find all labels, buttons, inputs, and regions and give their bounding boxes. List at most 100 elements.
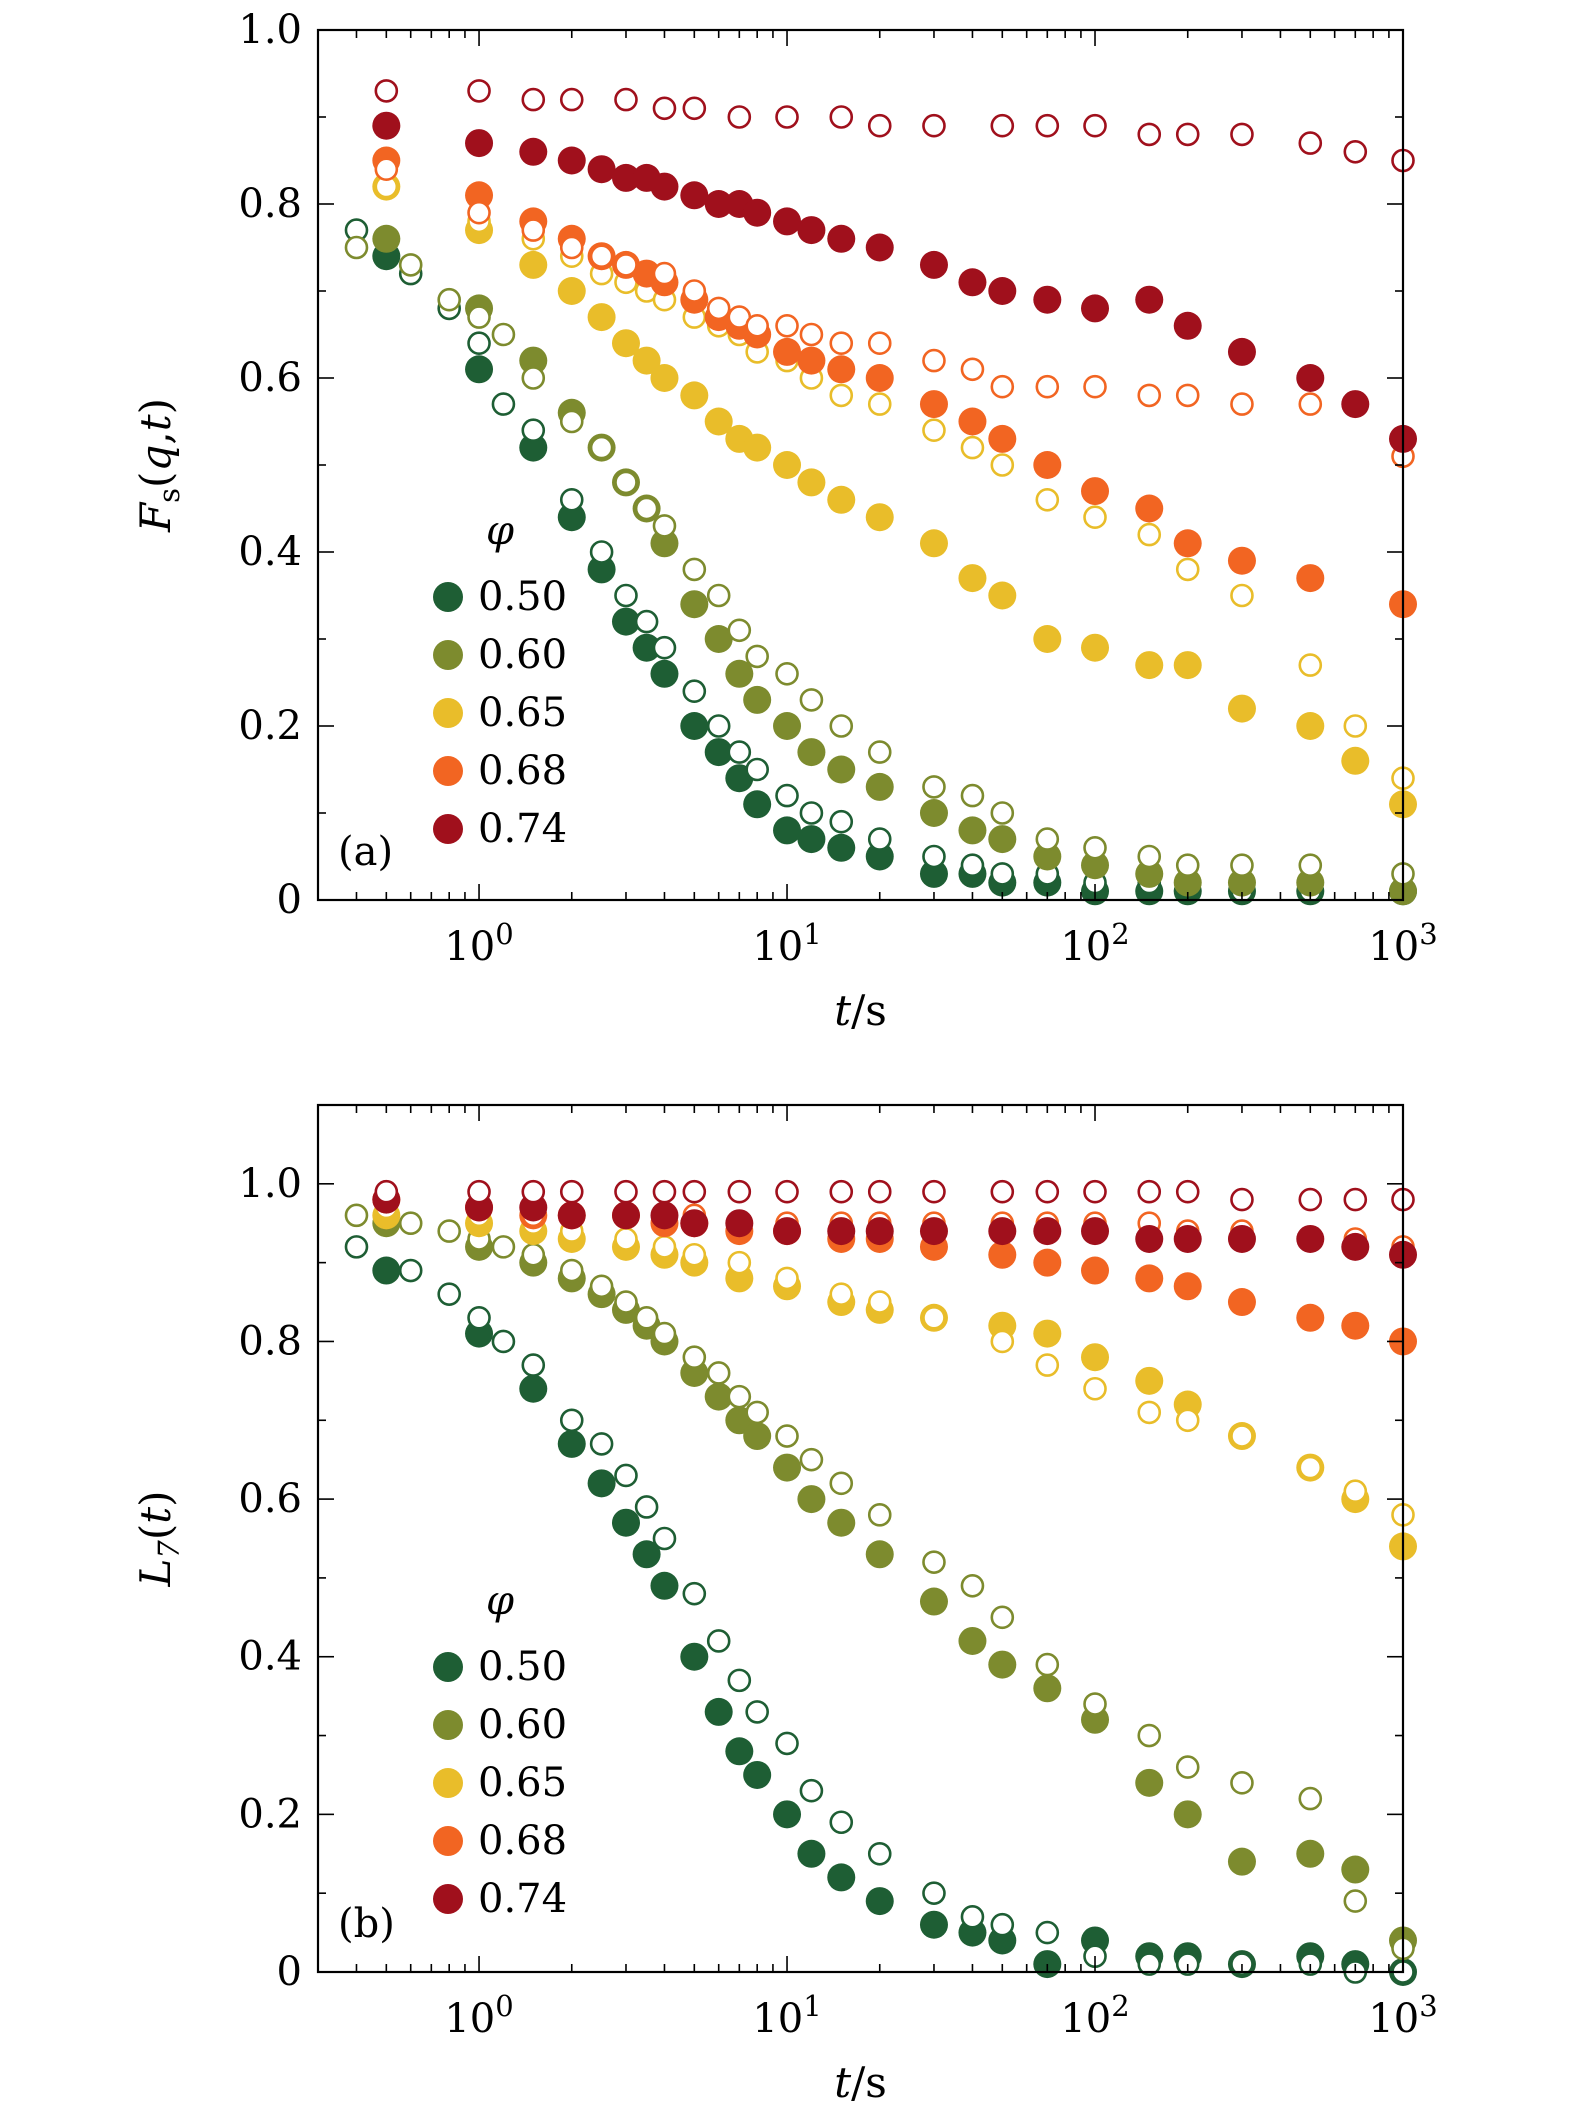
data-point (1173, 1272, 1202, 1301)
data-point (1175, 1755, 1200, 1779)
data-point (743, 685, 772, 714)
data-point (706, 583, 731, 608)
data-point (1175, 853, 1200, 878)
data-point (1083, 1376, 1107, 1401)
data-point (922, 775, 946, 799)
data-point (727, 618, 752, 643)
data-point (829, 1179, 854, 1204)
legend-marker (433, 640, 463, 670)
data-point (652, 635, 677, 660)
data-point (559, 409, 584, 434)
data-point (1083, 1692, 1107, 1716)
data-point (1135, 1224, 1164, 1253)
legend-label: 0.68 (478, 748, 567, 794)
data-point (829, 1810, 854, 1835)
data-point (589, 435, 614, 460)
data-point (680, 590, 709, 619)
data-point (680, 181, 709, 210)
data-point (799, 688, 824, 712)
data-point (799, 1447, 824, 1472)
data-point (704, 1382, 733, 1411)
data-point (467, 1306, 491, 1330)
data-point (865, 503, 894, 532)
data-point (1343, 1479, 1368, 1504)
data-point (773, 207, 802, 236)
data-point (1227, 694, 1256, 723)
data-point (1135, 494, 1164, 523)
data-point (958, 1626, 987, 1655)
data-point (557, 503, 586, 532)
data-point (1033, 625, 1062, 653)
data-point (587, 555, 616, 584)
data-point (1230, 392, 1254, 416)
series-060-filled (372, 224, 1417, 906)
y-tick-label: 1.0 (238, 1161, 302, 1207)
data-point (775, 105, 799, 129)
data-point (1035, 827, 1060, 851)
data-point (614, 1179, 638, 1204)
legend: φ 0.50 0.60 0.65 0.68 0.74 (433, 508, 567, 852)
legend-marker (433, 1710, 463, 1740)
data-point (829, 383, 854, 408)
y-tick-label: 0 (277, 877, 302, 923)
data-point (727, 1384, 752, 1409)
data-point (988, 277, 1017, 305)
data-point (344, 1203, 369, 1228)
data-point (521, 1179, 546, 1204)
data-point (1035, 487, 1060, 512)
series-065-filled (372, 172, 1417, 819)
data-point (491, 1329, 516, 1354)
y-tick-label: 0.4 (238, 529, 302, 575)
data-point (725, 1737, 754, 1766)
data-point (1035, 1353, 1060, 1377)
data-point (650, 659, 679, 688)
data-point (827, 1217, 856, 1246)
legend-marker (433, 756, 463, 786)
data-point (775, 1266, 799, 1291)
data-point (1175, 122, 1200, 147)
data-point (465, 355, 494, 384)
data-point (745, 1700, 769, 1724)
data-point (865, 1540, 894, 1569)
data-point (1081, 1256, 1110, 1285)
data-point (775, 1424, 799, 1448)
series-068-open (374, 157, 1415, 469)
data-point (867, 1841, 892, 1866)
data-point (706, 714, 731, 738)
data-point (1081, 851, 1110, 880)
data-point (745, 644, 769, 669)
data-point (725, 1209, 754, 1238)
data-point (519, 250, 548, 279)
data-point (988, 1217, 1017, 1246)
data-point (614, 470, 638, 495)
y-tick-label: 0.6 (238, 355, 302, 401)
data-point (682, 1242, 707, 1267)
data-point (632, 633, 661, 662)
data-point (682, 1345, 707, 1370)
series-065-open (374, 1195, 1415, 1527)
data-point (374, 157, 399, 181)
data-point (467, 331, 491, 356)
data-point (465, 181, 494, 210)
data-point (727, 740, 752, 764)
data-point (919, 250, 948, 279)
data-point (1035, 1920, 1060, 1945)
legend-label: 0.74 (478, 806, 567, 852)
legend-marker (433, 814, 463, 844)
panel-a: 0 0.2 0.4 0.6 0.8 1.0 100 101 102 103 t/s Fs(q,t) φ 0… (131, 7, 1438, 1035)
data-point (797, 1839, 826, 1868)
data-point (919, 390, 948, 419)
data-point (1296, 564, 1325, 593)
data-point (437, 1282, 461, 1306)
data-point (827, 1863, 856, 1892)
data-point (867, 1503, 892, 1527)
data-point (587, 1469, 616, 1498)
data-point (867, 740, 892, 764)
data-point (990, 453, 1015, 477)
data-point (799, 801, 824, 825)
data-point (706, 1629, 731, 1653)
y-tick-label: 0.2 (238, 1791, 302, 1837)
y-tick-label: 0.6 (238, 1476, 302, 1522)
data-point (922, 418, 946, 443)
